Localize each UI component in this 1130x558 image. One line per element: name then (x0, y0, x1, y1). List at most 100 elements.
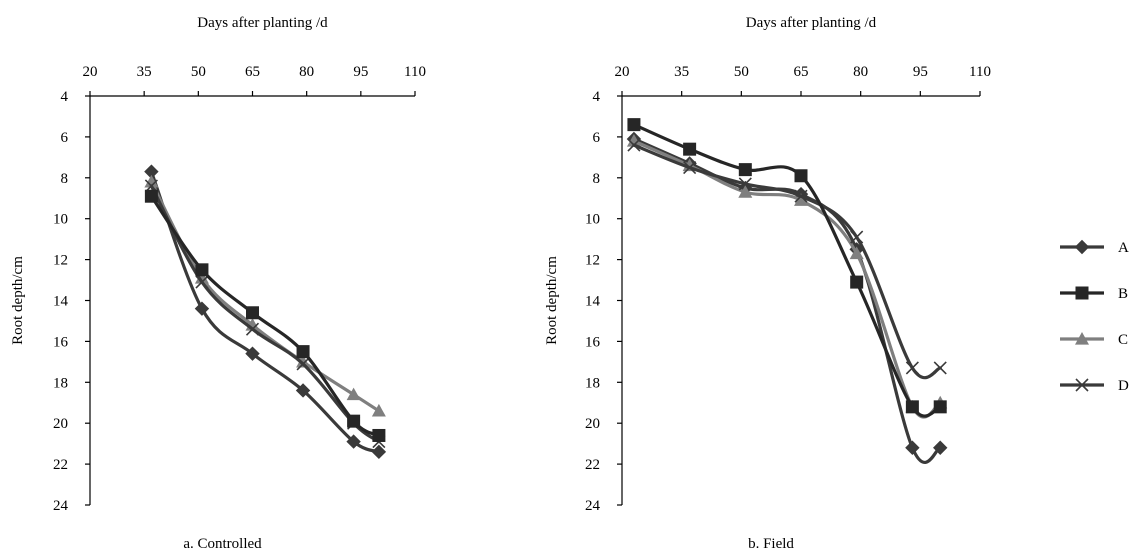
legend-label: C (1118, 332, 1128, 348)
panel-caption: b. Field (748, 536, 794, 552)
y-tick-label: 18 (53, 375, 68, 391)
data-point-B (850, 275, 864, 289)
series-line-C (632, 139, 942, 419)
data-point-B (627, 118, 641, 132)
y-tick-label: 4 (593, 89, 601, 105)
data-point-B (372, 428, 386, 442)
data-point-C (194, 271, 209, 284)
x-tick-label: 20 (83, 64, 98, 80)
y-tick-label: 6 (593, 130, 601, 146)
data-point-D (195, 275, 209, 289)
x-tick-label: 65 (794, 64, 809, 80)
x-tick-label: 35 (674, 64, 689, 80)
legend: A B C D (1060, 239, 1129, 394)
series-line-D (149, 184, 381, 444)
x-tick-label: 95 (353, 64, 368, 80)
y-tick-label: 12 (53, 253, 68, 269)
legend-marker (1075, 332, 1089, 345)
data-point-D (296, 357, 310, 371)
y-tick-label: 16 (585, 334, 601, 350)
data-point-B (195, 263, 209, 277)
x-axis-title: Days after planting /d (746, 15, 877, 31)
data-point-B (683, 142, 697, 156)
legend-marker (1075, 286, 1089, 300)
legend-marker (1074, 239, 1090, 255)
series-A (144, 164, 387, 460)
x-tick-label: 80 (853, 64, 868, 80)
data-point-B (347, 414, 361, 428)
y-tick-label: 24 (53, 498, 69, 514)
data-point-A (295, 383, 311, 398)
panel-caption: a. Controlled (183, 536, 262, 552)
data-point-D (933, 361, 947, 375)
data-point-D (850, 230, 864, 244)
series-line-B (632, 123, 942, 418)
x-tick-label: 80 (299, 64, 314, 80)
data-point-B (738, 163, 752, 177)
data-point-D (627, 138, 641, 152)
data-point-C (296, 354, 311, 368)
series-D (144, 179, 386, 449)
legend-label: B (1118, 286, 1128, 302)
y-tick-label: 6 (61, 130, 69, 146)
data-point-A (194, 301, 210, 316)
y-axis-title: Root depth/cm (10, 256, 26, 345)
y-tick-label: 22 (585, 457, 600, 473)
legend-item-B: B (1060, 286, 1128, 302)
legend-label: D (1118, 378, 1129, 394)
data-point-C (371, 403, 386, 417)
y-tick-label: 18 (585, 375, 600, 391)
series-C (626, 133, 948, 419)
y-tick-label: 20 (53, 416, 68, 432)
y-tick-label: 10 (53, 212, 68, 228)
data-point-D (905, 361, 919, 375)
legend-item-A: A (1060, 239, 1129, 256)
x-tick-label: 65 (245, 64, 260, 80)
data-point-A (245, 346, 260, 361)
x-tick-label: 50 (734, 64, 749, 80)
data-point-C (738, 185, 753, 198)
x-tick-label: 50 (191, 64, 206, 80)
legend-marker (1075, 378, 1089, 392)
data-point-B (144, 189, 158, 203)
y-tick-label: 4 (61, 89, 69, 105)
legend-item-D: D (1060, 378, 1129, 394)
legend-label: A (1118, 240, 1129, 256)
data-point-B (905, 400, 919, 414)
series-B (144, 189, 386, 442)
data-point-B (246, 306, 259, 320)
y-axis-title: Root depth/cm (544, 256, 560, 345)
data-point-B (794, 169, 808, 183)
series-line-B (149, 194, 381, 438)
series-B (627, 118, 947, 418)
data-point-D (738, 177, 752, 191)
y-tick-label: 22 (53, 457, 68, 473)
data-point-C (794, 193, 808, 206)
data-point-C (849, 246, 864, 260)
data-point-D (245, 322, 260, 336)
x-axis-title: Days after planting /d (197, 15, 328, 31)
x-tick-label: 20 (615, 64, 630, 80)
series-line-D (632, 143, 942, 380)
data-point-D (683, 161, 697, 175)
y-tick-label: 20 (585, 416, 600, 432)
series-D (627, 138, 947, 380)
y-tick-label: 12 (585, 253, 600, 269)
panel-field: Days after planting /d Root depth/cm 20 35 5… (544, 15, 991, 552)
x-tick-label: 35 (137, 64, 152, 80)
series-C (144, 174, 386, 417)
x-tick-label: 110 (969, 64, 991, 80)
panel-controlled: Days after planting /d Root depth/cm 20 35 5… (10, 15, 426, 552)
series-line-A (632, 137, 942, 465)
y-tick-label: 8 (593, 171, 601, 187)
data-point-C (144, 174, 159, 188)
data-point-B (296, 345, 310, 359)
y-tick-label: 16 (53, 334, 69, 350)
data-point-A (346, 434, 361, 449)
data-point-B (933, 400, 947, 414)
y-tick-label: 14 (53, 294, 69, 310)
x-tick-label: 110 (404, 64, 426, 80)
y-tick-label: 24 (585, 498, 601, 514)
y-tick-label: 14 (585, 294, 601, 310)
